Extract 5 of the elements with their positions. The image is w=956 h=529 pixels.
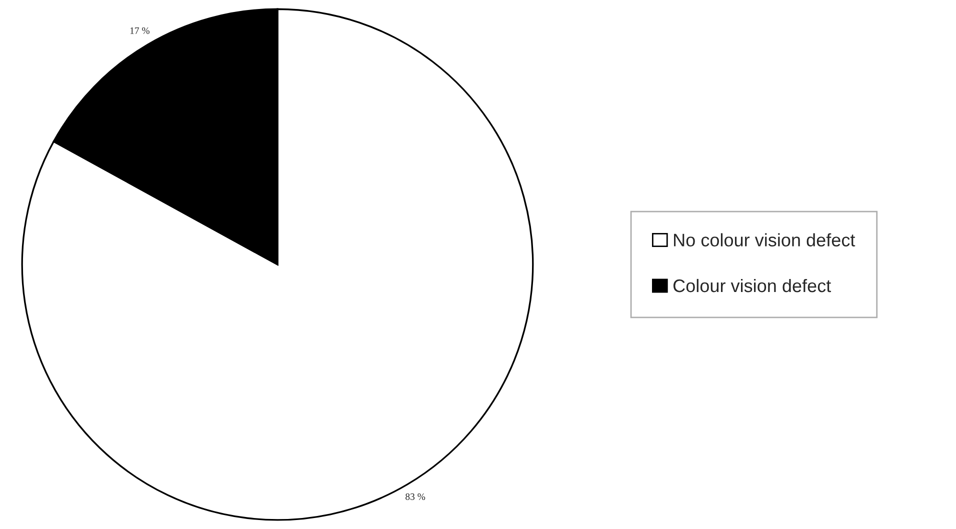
pie-slice — [21, 8, 534, 521]
legend-label: No colour vision defect — [674, 233, 856, 246]
data-label: 83 % — [406, 493, 426, 500]
legend-label: Colour vision defect — [673, 278, 831, 292]
data-label: 17 % — [130, 27, 150, 34]
